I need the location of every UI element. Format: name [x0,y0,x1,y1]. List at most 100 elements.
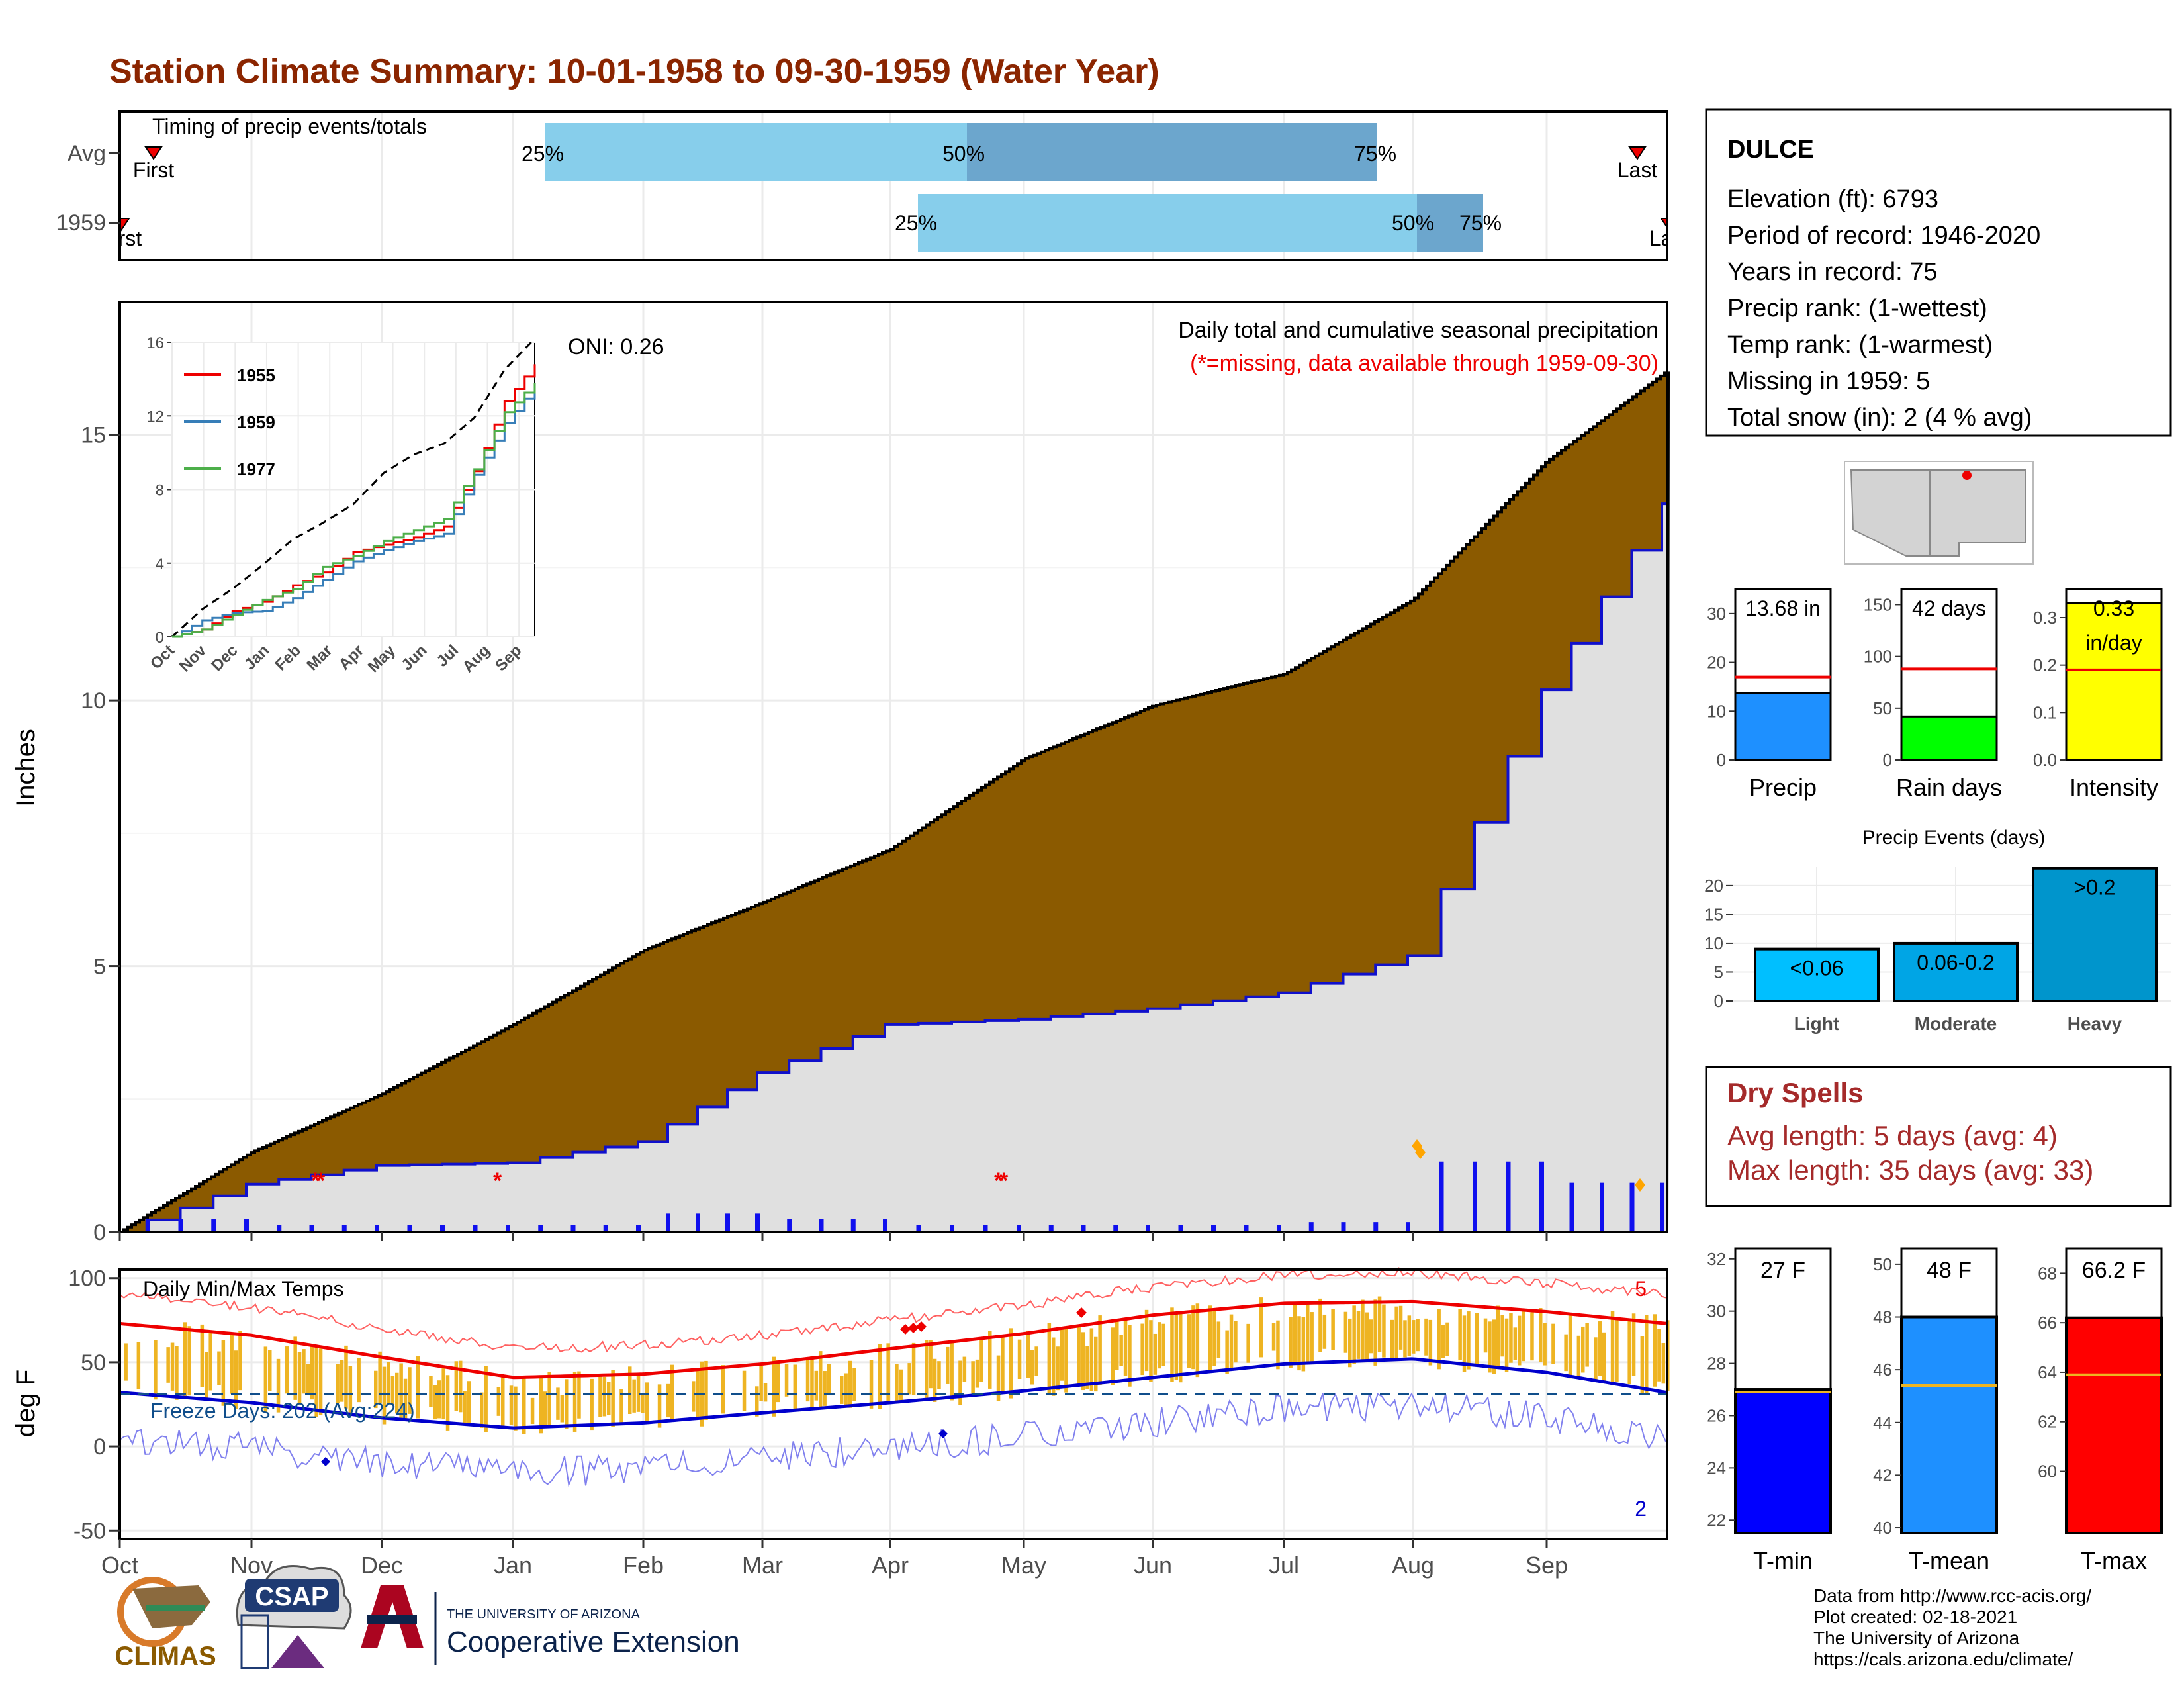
daily-temp-bar [170,1342,175,1391]
daily-temp-bar [611,1370,615,1427]
daily-temp-bar [911,1342,916,1395]
daily-temp-bar [827,1364,831,1394]
daily-temp-bar [636,1373,641,1412]
timing-row-avg: Avg [68,141,106,166]
daily-temp-bar [408,1367,412,1414]
daily-temp-bar [895,1364,899,1403]
temp-x-axis: Oct Nov Dec Jan Feb Mar Apr May Jun Jul Aug Sep [101,1539,1568,1579]
inset-legend: 1955 1959 1977 [184,365,275,479]
y1959-first-label: First [101,226,142,250]
daily-temp-bar [1034,1346,1038,1376]
daily-temp-bar [1094,1336,1098,1392]
daily-temp-bar [445,1375,450,1431]
daily-temp-bar [577,1371,581,1419]
daily-temp-bar [1467,1311,1471,1370]
daily-temp-bar [302,1349,306,1394]
daily-temp-bar [1271,1323,1276,1351]
daily-temp-bar [805,1358,810,1402]
daily-precip-bar [473,1225,478,1232]
events-bar-light [1754,947,1880,1003]
mini-y-label: 20 [1707,653,1726,673]
mini-y-label: 0.0 [2033,750,2057,770]
daily-temp-bar [1445,1322,1449,1356]
inset-x-label: Dec [208,641,241,675]
mini-y-label: 0.2 [2033,655,2057,675]
month-label: Apr [872,1552,909,1579]
daily-temp-bar [607,1382,611,1415]
avg-q75: 75% [1354,142,1396,165]
daily-temp-bar [433,1385,437,1420]
daily-precip-bar [1113,1225,1118,1232]
daily-temp-bar [1610,1311,1615,1385]
daily-temp-bar [1564,1334,1568,1372]
daily-temp-bar [1149,1320,1153,1382]
month-label: Jul [1269,1552,1299,1579]
daily-temp-bar [1594,1337,1598,1380]
daily-temp-bar [1424,1318,1428,1356]
daily-temp-bar [1661,1342,1666,1384]
temp-summary-y-label: 24 [1707,1458,1726,1477]
daily-temp-bar [1496,1305,1500,1368]
mini-bar-rain-days [1900,715,1998,761]
y-tick-label: 0 [93,1220,106,1245]
daily-temp-bar [810,1356,814,1408]
daily-precip-bar [1211,1225,1216,1232]
y1959-last-label: Last [1649,226,1690,250]
daily-temp-bar [971,1361,975,1396]
daily-precip-bar [603,1225,608,1232]
y1959-bar-25-50 [918,194,1417,252]
mini-bar-label: Precip [1749,774,1817,801]
temp-record-markers [321,1307,1087,1466]
avg-first-marker [144,146,163,160]
daily-temp-bar [1077,1325,1081,1385]
precip-y-axis: 0 5 10 15 [81,423,120,1245]
footer-line: https://cals.arizona.edu/climate/ [1813,1649,2073,1669]
events-y-label: 0 [1714,991,1723,1011]
daily-precip-bar [666,1213,670,1232]
daily-temp-bar [979,1338,983,1382]
avg-q50: 50% [942,142,985,165]
daily-precip-bar [636,1225,641,1232]
mini-y-label: 150 [1864,594,1892,614]
record-max-marker [916,1321,927,1332]
month-label: Feb [623,1552,664,1579]
event-diamonds [1412,1139,1645,1192]
daily-temp-bar [878,1344,882,1409]
daily-temp-bar [318,1348,323,1416]
missing-markers: * * * * * [311,1168,1009,1194]
temp-summary-y-label: 42 [1873,1465,1892,1485]
mini-bar-precip [1734,692,1832,761]
daily-precip-bar [787,1219,792,1232]
inset-line-1977 [172,383,536,638]
daily-temp-bar [641,1394,645,1413]
daily-precip-bar [145,1219,150,1232]
daily-temp-bar [1187,1314,1191,1368]
month-label: Nov [230,1552,273,1579]
climas-logo: CLIMAS [114,1577,216,1671]
daily-temp-bar [925,1340,929,1398]
precip-subtitle: Daily total and cumulative seasonal prec… [1178,318,1659,343]
record-max-marker [900,1324,911,1335]
daily-temp-bar [1259,1297,1263,1358]
daily-temp-bar [1640,1336,1645,1395]
daily-temp-bar [1052,1337,1056,1396]
daily-temp-bar [657,1384,662,1428]
daily-temp-bar [238,1331,242,1391]
inset-y-label: 16 [146,334,164,352]
inset-x-label: Sep [492,641,525,675]
daily-precip-bar [1146,1225,1150,1232]
inset-y-label: 4 [156,555,164,573]
precip-missing-note: (*=missing, data available through 1959-… [1190,351,1659,376]
daily-temp-bar [899,1369,903,1401]
daily-precip-bar [1277,1225,1281,1232]
daily-temp-bar [937,1361,941,1389]
daily-temp-bar [1568,1315,1572,1379]
temp-summary-y-label: 68 [2038,1263,2057,1283]
daily-temp-bar [996,1355,1001,1401]
daily-precip-bar [1244,1225,1249,1232]
temp-summary-y-label: 60 [2038,1462,2057,1481]
daily-temp-bar [1551,1323,1555,1364]
y-tick-label: 100 [68,1266,106,1291]
temp-daily-bars [124,1296,1670,1434]
